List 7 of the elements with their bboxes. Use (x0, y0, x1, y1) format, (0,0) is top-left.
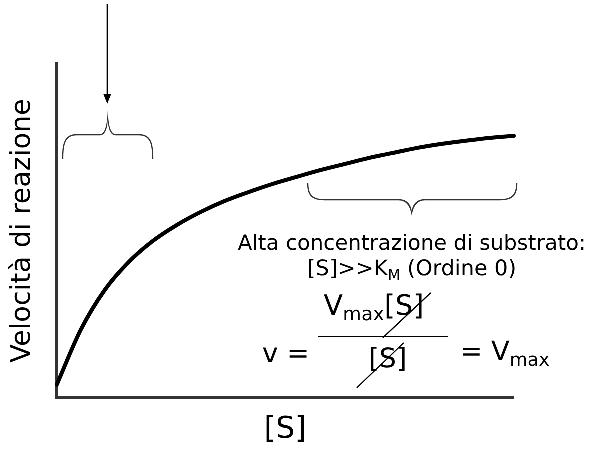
x-axis-title: [S] (264, 410, 307, 446)
y-axis-title: Velocità di reazione (6, 99, 38, 363)
annotation: V$_{max}$[S] (324, 288, 424, 326)
annotation: [S]>>K$_{M}$ (Ordine 0) (307, 256, 517, 284)
annotation: Alta concentrazione di substrato: (238, 230, 586, 256)
annotation: v = (262, 338, 310, 370)
annotation: = V$_{max}$ (460, 336, 550, 371)
